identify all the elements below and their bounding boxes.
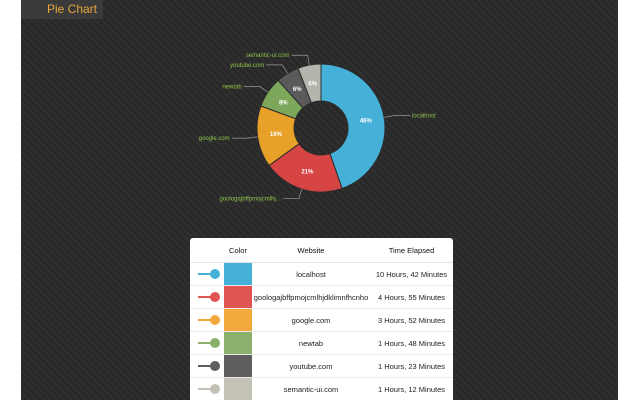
time-elapsed-cell: 10 Hours, 42 Minutes (370, 262, 453, 286)
pie-slice (297, 63, 322, 104)
time-elapsed-cell: 1 Hours, 48 Minutes (370, 331, 453, 355)
legend-marker (190, 354, 224, 378)
table-row: newtab 1 Hours, 48 Minutes (190, 331, 453, 355)
donut-chart: 46% localhost 21% goologajbffpmojcmlhj... 16… (199, 53, 436, 203)
marker-line (198, 319, 212, 321)
page-title: Pie Chart (21, 0, 103, 19)
leader-line (384, 115, 410, 118)
leader-line (243, 86, 269, 93)
table-row: youtube.com 1 Hours, 23 Minutes (190, 354, 453, 378)
table-row: semantic-ui.com 1 Hours, 12 Minutes (190, 377, 453, 400)
leader-line (291, 54, 310, 66)
color-swatch-cell (224, 285, 252, 309)
slice-name-label: semantic-ui.com (246, 53, 290, 59)
website-cell: google.com (252, 308, 370, 332)
slice-percent-label: 8% (279, 101, 288, 107)
marker-dot-icon (210, 384, 220, 394)
color-swatch-cell (224, 354, 252, 378)
slice-percent-label: 46% (360, 118, 373, 124)
marker-line (198, 273, 212, 275)
website-cell: localhost (252, 262, 370, 286)
marker-line (198, 388, 212, 390)
slice-percent-label: 16% (270, 132, 283, 138)
header-website: Website (252, 238, 370, 263)
marker-line (198, 365, 212, 367)
header-color: Color (224, 238, 252, 263)
slice-name-label: newtab (222, 85, 242, 91)
slice-name-label: localhost (412, 114, 436, 120)
slice-name-label: google.com (199, 136, 230, 142)
slice-percent-label: 6% (308, 81, 317, 87)
color-swatch-cell (224, 308, 252, 332)
time-elapsed-cell: 3 Hours, 52 Minutes (370, 308, 453, 332)
leader-line (266, 64, 288, 74)
color-swatch (224, 263, 252, 285)
color-swatch-cell (224, 377, 252, 400)
slice-percent-label: 6% (293, 87, 302, 93)
leader-line (231, 136, 258, 139)
table-header-row: Color Website Time Elapsed (190, 238, 453, 263)
legend-marker (190, 308, 224, 332)
legend-marker (190, 262, 224, 286)
usage-table: Color Website Time Elapsed localhost 10 H… (190, 238, 453, 400)
marker-dot-icon (210, 361, 220, 371)
pie-slice (268, 143, 343, 193)
website-cell: semantic-ui.com (252, 377, 370, 400)
color-swatch-cell (224, 262, 252, 286)
time-elapsed-cell: 1 Hours, 23 Minutes (370, 354, 453, 378)
color-swatch (224, 355, 252, 377)
table-row: goologajbffpmojcmlhjdklimnfhcnho 4 Hours,… (190, 285, 453, 309)
table-row: localhost 10 Hours, 42 Minutes (190, 262, 453, 286)
time-elapsed-cell: 4 Hours, 55 Minutes (370, 285, 453, 309)
usage-table-card: Color Website Time Elapsed localhost 10 H… (190, 238, 453, 400)
marker-dot-icon (210, 338, 220, 348)
website-cell: newtab (252, 331, 370, 355)
legend-marker (190, 377, 224, 400)
marker-dot-icon (210, 315, 220, 325)
table-row: google.com 3 Hours, 52 Minutes (190, 308, 453, 332)
marker-line (198, 296, 212, 298)
website-cell: youtube.com (252, 354, 370, 378)
website-cell: goologajbffpmojcmlhjdklimnfhcnho (252, 285, 370, 309)
color-swatch (224, 378, 252, 400)
leader-line (282, 188, 303, 199)
pie-slice (320, 63, 386, 190)
header-time: Time Elapsed (370, 238, 453, 263)
marker-dot-icon (210, 269, 220, 279)
marker-line (198, 342, 212, 344)
slice-name-label: youtube.com (230, 63, 264, 69)
color-swatch (224, 332, 252, 354)
legend-marker (190, 331, 224, 355)
color-swatch (224, 309, 252, 331)
legend-marker (190, 285, 224, 309)
time-elapsed-cell: 1 Hours, 12 Minutes (370, 377, 453, 400)
color-swatch-cell (224, 331, 252, 355)
header-spacer (190, 238, 224, 263)
slice-name-label: goologajbffpmojcmlhj... (220, 197, 282, 203)
marker-dot-icon (210, 292, 220, 302)
color-swatch (224, 286, 252, 308)
slice-percent-label: 21% (301, 169, 314, 175)
